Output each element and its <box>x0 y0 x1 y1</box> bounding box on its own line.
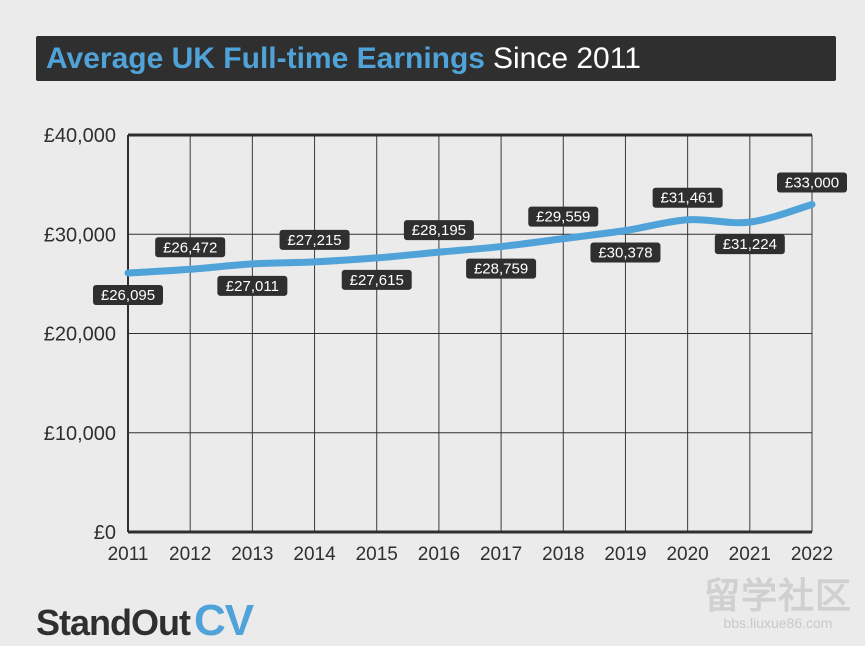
y-tick-label: £20,000 <box>44 324 116 346</box>
data-label-box <box>341 269 412 290</box>
brand-cv: CV <box>193 596 254 645</box>
x-tick-label: 2012 <box>169 544 211 565</box>
brand-logo: StandOutCV <box>36 596 254 646</box>
watermark: 留学社区 bbs.liuxue86.com <box>698 575 858 631</box>
series-line <box>124 200 816 277</box>
brand-name: StandOut <box>36 602 191 643</box>
x-tick-label: 2019 <box>604 544 646 565</box>
chart-title-bar: Average UK Full-time Earnings Since 2011 <box>36 36 836 81</box>
y-tick-label: £30,000 <box>44 224 116 246</box>
x-tick-label: 2015 <box>356 544 398 565</box>
data-label: £31,224 <box>723 236 777 253</box>
data-label-box <box>714 234 785 255</box>
y-tick-label: £10,000 <box>44 423 116 445</box>
data-label: £27,011 <box>226 278 279 295</box>
x-tick-label: 2014 <box>293 544 336 565</box>
data-label-box <box>155 237 226 258</box>
data-label: £31,461 <box>661 190 715 207</box>
data-label-box <box>590 242 661 263</box>
watermark-url: bbs.liuxue86.com <box>723 615 833 631</box>
data-label: £29,559 <box>536 209 590 226</box>
chart-title: Average UK Full-time Earnings <box>46 41 485 75</box>
x-tick-label: 2022 <box>791 544 833 565</box>
x-tick-label: 2018 <box>542 544 584 565</box>
data-label: £30,378 <box>598 244 652 261</box>
data-label: £28,195 <box>412 222 466 239</box>
x-tick-label: 2021 <box>729 544 771 565</box>
x-tick-label: 2017 <box>480 544 522 565</box>
y-tick-label: £0 <box>94 522 116 544</box>
data-label-box <box>466 258 537 279</box>
data-label: £26,472 <box>163 239 217 256</box>
data-label-box <box>217 275 288 296</box>
y-tick-label: £40,000 <box>44 125 116 147</box>
data-label: £26,095 <box>101 287 155 304</box>
data-label-box <box>93 285 163 306</box>
data-label-box <box>279 229 350 250</box>
data-label-box <box>403 220 474 241</box>
chart-subtitle: Since 2011 <box>492 41 641 75</box>
data-label-box <box>777 172 847 193</box>
data-label: £28,759 <box>474 261 528 278</box>
x-tick-label: 2016 <box>418 544 460 565</box>
data-label: £27,615 <box>350 272 404 289</box>
x-tick-label: 2011 <box>108 544 149 565</box>
watermark-text: 留学社区 <box>703 575 852 616</box>
data-label: £33,000 <box>785 174 839 191</box>
x-tick-label: 2013 <box>231 544 273 565</box>
x-tick-label: 2020 <box>666 544 708 565</box>
data-label-box <box>652 187 723 208</box>
data-label-box <box>528 206 599 227</box>
data-label: £27,215 <box>287 232 341 249</box>
